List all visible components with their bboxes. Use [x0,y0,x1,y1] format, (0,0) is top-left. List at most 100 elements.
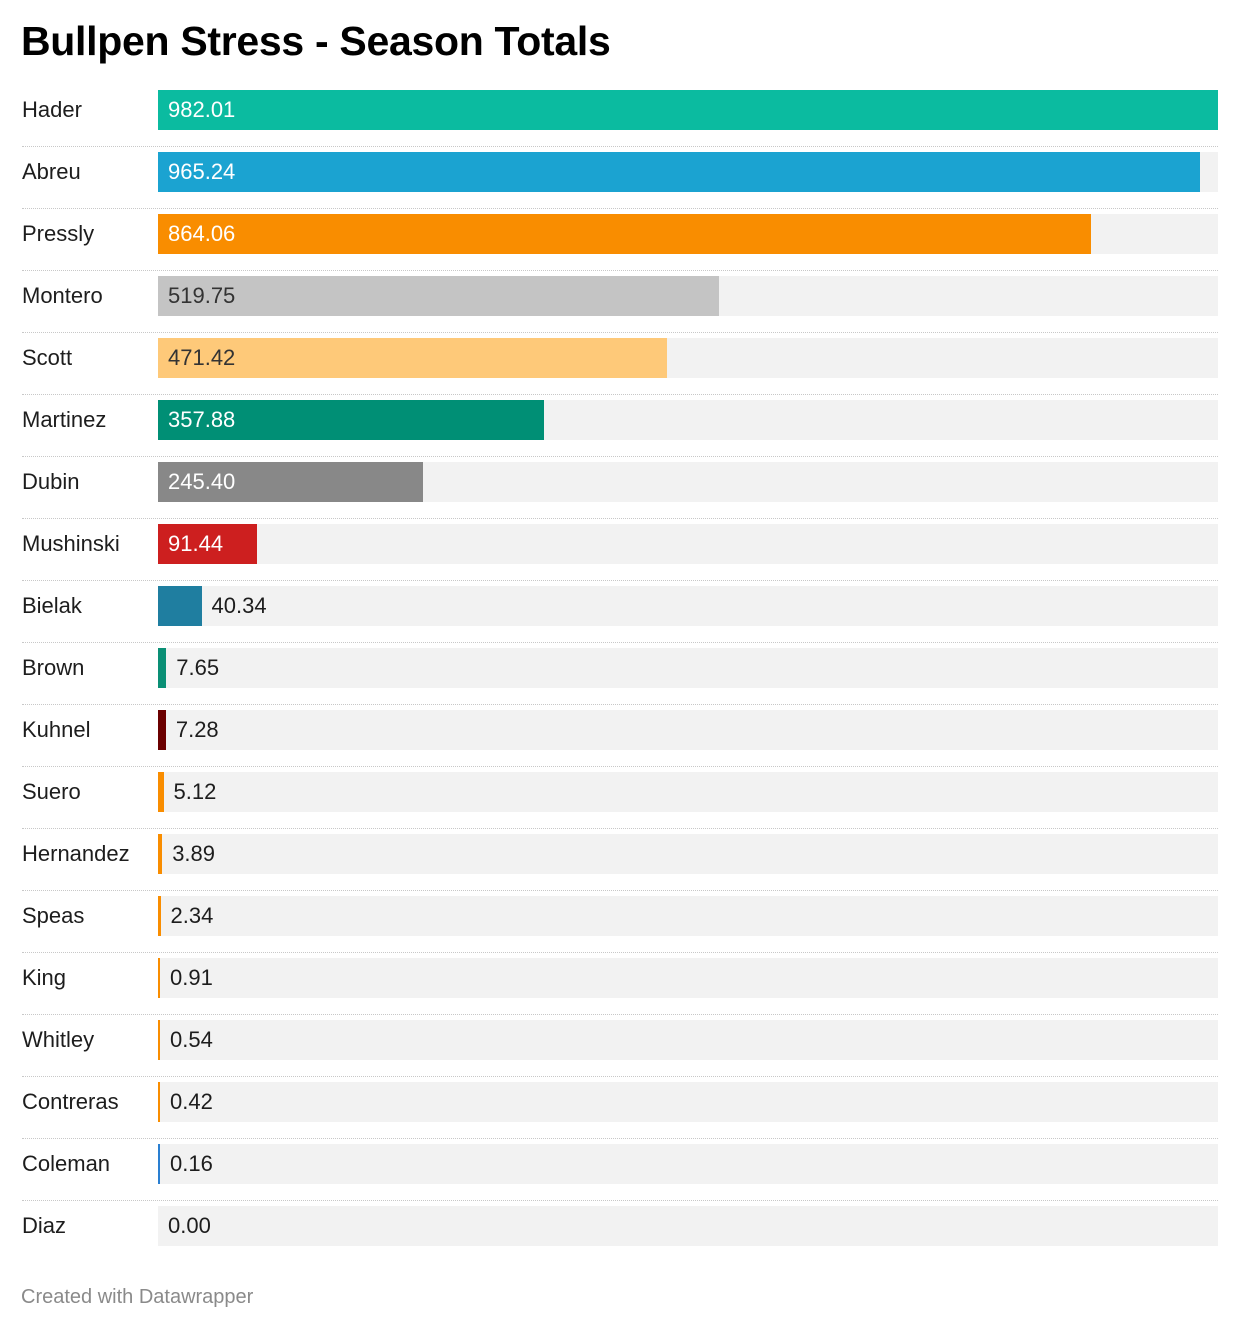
bar-track: 982.01 [158,90,1218,130]
category-label: Suero [22,779,81,804]
bar [158,1144,160,1184]
value-label: 7.28 [175,717,219,742]
value-label: 471.42 [168,345,236,370]
bar-track: 0.54 [158,1020,1218,1060]
bar-row: Pressly 864.06 [22,209,1218,271]
row-divider [22,270,1218,271]
bar [158,400,545,440]
row-divider [22,456,1218,457]
bar [158,462,423,502]
row-divider [22,952,1218,953]
bar [158,834,163,874]
value-label: 864.06 [168,221,236,246]
row-divider [22,704,1218,705]
value-label: 0.42 [170,1089,213,1114]
value-label: 40.34 [211,593,267,618]
bar-track: 965.24 [158,152,1218,192]
value-label: 91.44 [168,531,224,556]
bar-track: 519.75 [158,276,1218,316]
value-label: 965.24 [168,159,236,184]
bar [158,1082,160,1122]
category-label: Hader [22,97,82,122]
bar-row: Hernandez 3.89 [22,829,1218,891]
bar [158,276,720,316]
value-label: 0.54 [170,1027,213,1052]
value-label: 0.00 [168,1213,211,1238]
category-label: Speas [22,903,85,928]
value-label: 357.88 [168,407,236,432]
value-label: 0.16 [170,1151,213,1176]
bar-row: Diaz 0.00 [22,1201,1218,1263]
bar-track: 40.34 [158,586,1218,626]
bar [158,1020,160,1060]
bar-row: Speas 2.34 [22,891,1218,953]
value-label: 0.91 [170,965,213,990]
row-divider [22,208,1218,209]
bar-row: Martinez 357.88 [22,395,1218,457]
bar-row: Montero 519.75 [22,271,1218,333]
category-label: Whitley [22,1027,95,1052]
category-label: Diaz [22,1213,67,1238]
bar-row: Whitley 0.54 [22,1015,1218,1077]
chart-title: Bullpen Stress - Season Totals [21,18,611,64]
row-divider [22,332,1218,333]
value-label: 2.34 [170,903,214,928]
row-divider [22,766,1218,767]
bar-track: 357.88 [158,400,1218,440]
bar [158,772,164,812]
row-divider [22,1200,1218,1201]
bar-track: 2.34 [158,896,1218,936]
category-label: Abreu [22,159,81,184]
category-label: King [22,965,67,990]
category-label: Dubin [22,469,80,494]
bar-row: Mushinski 91.44 [22,519,1218,581]
bar-row: Bielak 40.34 [22,581,1218,643]
bar-row: Dubin 245.40 [22,457,1218,519]
bar-row: Suero 5.12 [22,767,1218,829]
category-label: Brown [22,655,85,680]
bar-track: 5.12 [158,772,1218,812]
bar-track: 7.65 [158,648,1218,688]
row-divider [22,1014,1218,1015]
row-divider [22,518,1218,519]
category-label: Contreras [22,1089,119,1114]
value-label: 7.65 [176,655,220,680]
bar-track: 3.89 [158,834,1218,874]
bar-row: Abreu 965.24 [22,147,1218,209]
row-divider [22,146,1218,147]
row-divider [22,642,1218,643]
bar-row: King 0.91 [22,953,1218,1015]
row-divider [22,1138,1218,1139]
bar [158,586,202,626]
category-label: Scott [22,345,73,370]
row-divider [22,828,1218,829]
category-label: Martinez [22,407,107,432]
bar [158,338,667,378]
bar-track: 245.40 [158,462,1218,502]
value-label: 245.40 [168,469,236,494]
bar [158,90,1218,130]
bar-track: 0.42 [158,1082,1218,1122]
bar [158,524,257,564]
bar-track: 0.16 [158,1144,1218,1184]
bar-track: 864.06 [158,214,1218,254]
value-label: 5.12 [173,779,217,804]
bar-rows: Hader 982.01 Abreu 965.24 Pressly 864.06 Monte… [22,85,1218,1263]
bar [158,214,1091,254]
bar-row: Brown 7.65 [22,643,1218,705]
category-label: Kuhnel [22,717,91,742]
category-label: Bielak [22,593,82,618]
bar [158,958,160,998]
bar-track: 91.44 [158,524,1218,564]
bar-row: Scott 471.42 [22,333,1218,395]
category-label: Hernandez [22,841,130,866]
bar-track: 0.91 [158,958,1218,998]
bar-track: 0.00 [158,1206,1218,1246]
value-label: 982.01 [168,97,236,122]
bar-row: Coleman 0.16 [22,1139,1218,1201]
bar [158,896,161,936]
bar-track: 7.28 [158,710,1218,750]
row-divider [22,394,1218,395]
bar [158,710,166,750]
